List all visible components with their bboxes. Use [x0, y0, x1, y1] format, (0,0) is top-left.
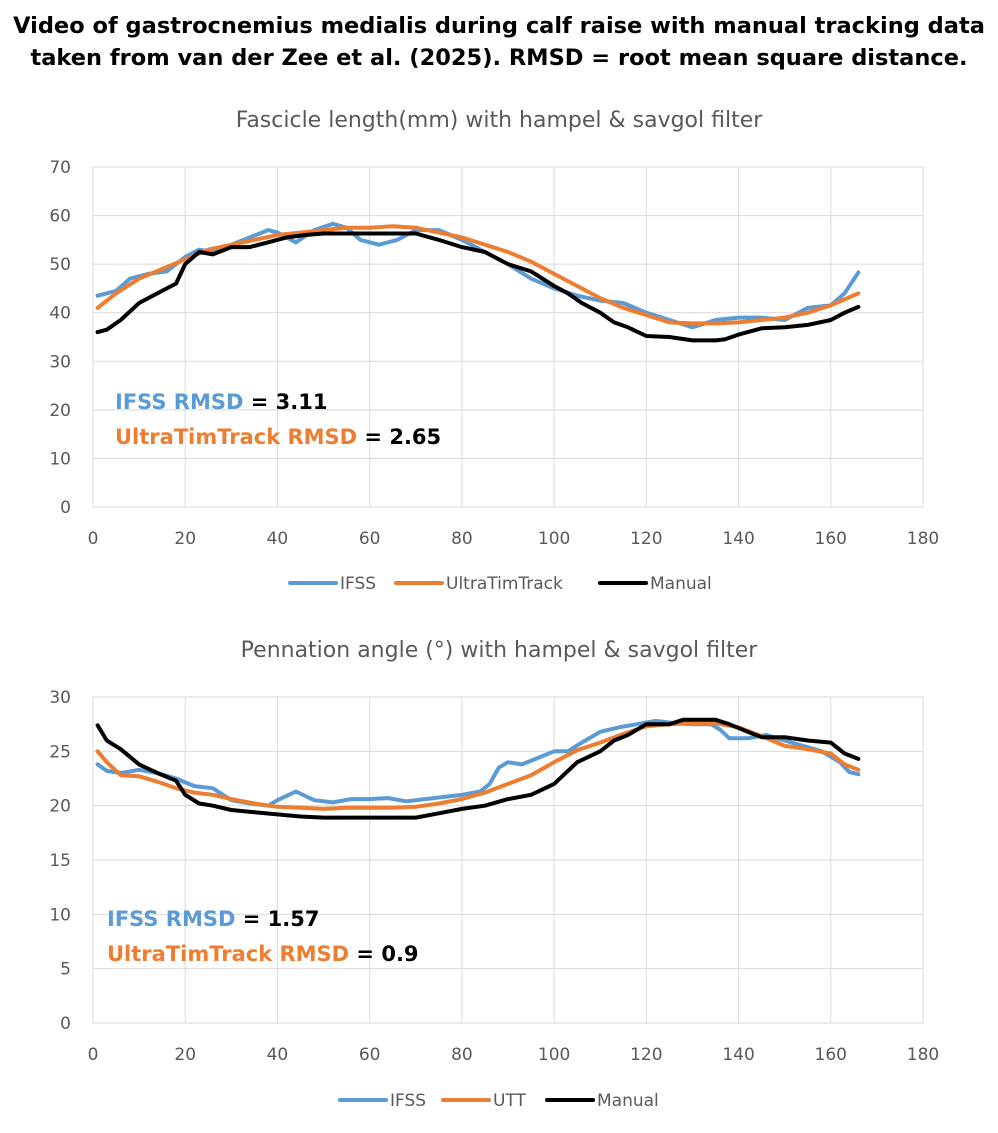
x-tick-label: 180: [907, 529, 939, 549]
chart2-utt-rmsd-value: 0.9: [381, 942, 419, 966]
chart2-ifss-rmsd-label: IFSS RMSD: [107, 907, 236, 931]
x-tick-label: 100: [538, 529, 570, 549]
y-tick-label: 10: [49, 905, 71, 925]
chart1-ifss-rmsd-value: 3.11: [275, 390, 328, 414]
series-line-utt: [95, 721, 861, 811]
figure-title-line-1: Video of gastrocnemius medialis during c…: [13, 13, 985, 39]
chart1-ifss-rmsd-label: IFSS RMSD: [115, 390, 244, 414]
x-tick-label: 40: [267, 529, 289, 549]
chart1-utt-rmsd-eq: =: [357, 425, 390, 449]
chart2-ifss-rmsd-value: 1.57: [267, 907, 320, 931]
chart2-utt-rmsd-annotation: UltraTimTrack RMSD = 0.9: [107, 942, 419, 966]
chart1-ifss-rmsd-eq: =: [243, 390, 276, 414]
x-tick-label: 80: [451, 529, 473, 549]
chart1-utt-rmsd-label: UltraTimTrack RMSD: [115, 425, 358, 449]
x-tick-label: 0: [88, 529, 99, 549]
y-tick-label: 5: [60, 960, 71, 980]
y-tick-label: 60: [49, 207, 71, 227]
chart2-ifss-rmsd-eq: =: [235, 907, 268, 931]
x-tick-label: 20: [174, 1045, 196, 1065]
y-tick-label: 10: [49, 449, 71, 469]
x-tick-label: 160: [815, 529, 847, 549]
legend-label-utt: UltraTimTrack: [446, 574, 563, 594]
x-tick-label: 120: [630, 1045, 662, 1065]
x-tick-label: 140: [722, 1045, 754, 1065]
pennation-angle-chart: 0 5 10 15 20 25 30 0 20 40 60 80 100 120 140 160 180 IFSS…: [49, 688, 939, 1111]
chart2-ifss-rmsd-annotation: IFSS RMSD = 1.57: [107, 907, 319, 931]
series-line-utt: [95, 224, 861, 326]
x-tick-label: 20: [174, 529, 196, 549]
chart2-title: Pennation angle (°) with hampel & savgol…: [240, 638, 758, 663]
fascicle-length-chart: 0 10 20 30 40 50 60 70 0 20 40 60 80 100 120 140 160 180 I…: [49, 158, 939, 594]
y-tick-label: 25: [49, 742, 71, 762]
x-tick-label: 160: [815, 1045, 847, 1065]
y-tick-label: 15: [49, 851, 71, 871]
chart1-title: Fascicle length(mm) with hampel & savgol…: [235, 108, 763, 133]
x-tick-label: 140: [722, 529, 754, 549]
y-tick-label: 20: [49, 401, 71, 421]
y-tick-label: 30: [49, 352, 71, 372]
x-tick-label: 40: [267, 1045, 289, 1065]
y-tick-label: 40: [49, 304, 71, 324]
x-tick-label: 180: [907, 1045, 939, 1065]
series-line-manual: [95, 231, 861, 343]
x-tick-label: 80: [451, 1045, 473, 1065]
legend-label-manual: Manual: [597, 1091, 659, 1111]
legend-label-ifss: IFSS: [390, 1091, 426, 1111]
chart1-utt-rmsd-annotation: UltraTimTrack RMSD = 2.65: [115, 425, 441, 449]
series-line-manual: [95, 717, 861, 820]
y-tick-label: 30: [49, 688, 71, 708]
y-tick-label: 20: [49, 797, 71, 817]
x-tick-label: 100: [538, 1045, 570, 1065]
y-tick-label: 70: [49, 158, 71, 178]
x-tick-label: 0: [88, 1045, 99, 1065]
chart2-utt-rmsd-label: UltraTimTrack RMSD: [107, 942, 350, 966]
legend-label-manual: Manual: [650, 574, 712, 594]
y-tick-label: 0: [60, 498, 71, 518]
y-tick-label: 50: [49, 255, 71, 275]
chart1-ifss-rmsd-annotation: IFSS RMSD = 3.11: [115, 390, 327, 414]
x-tick-label: 60: [359, 529, 381, 549]
x-tick-label: 60: [359, 1045, 381, 1065]
figure-title: Video of gastrocnemius medialis during c…: [0, 10, 998, 74]
chart2-utt-rmsd-eq: =: [349, 942, 382, 966]
y-tick-label: 0: [60, 1014, 71, 1034]
series-line-ifss: [95, 221, 861, 330]
x-tick-label: 120: [630, 529, 662, 549]
legend-label-ifss: IFSS: [340, 574, 376, 594]
figure-title-line-2: taken from van der Zee et al. (2025). RM…: [30, 45, 968, 71]
chart1-utt-rmsd-value: 2.65: [389, 425, 442, 449]
legend-label-utt: UTT: [493, 1091, 527, 1111]
